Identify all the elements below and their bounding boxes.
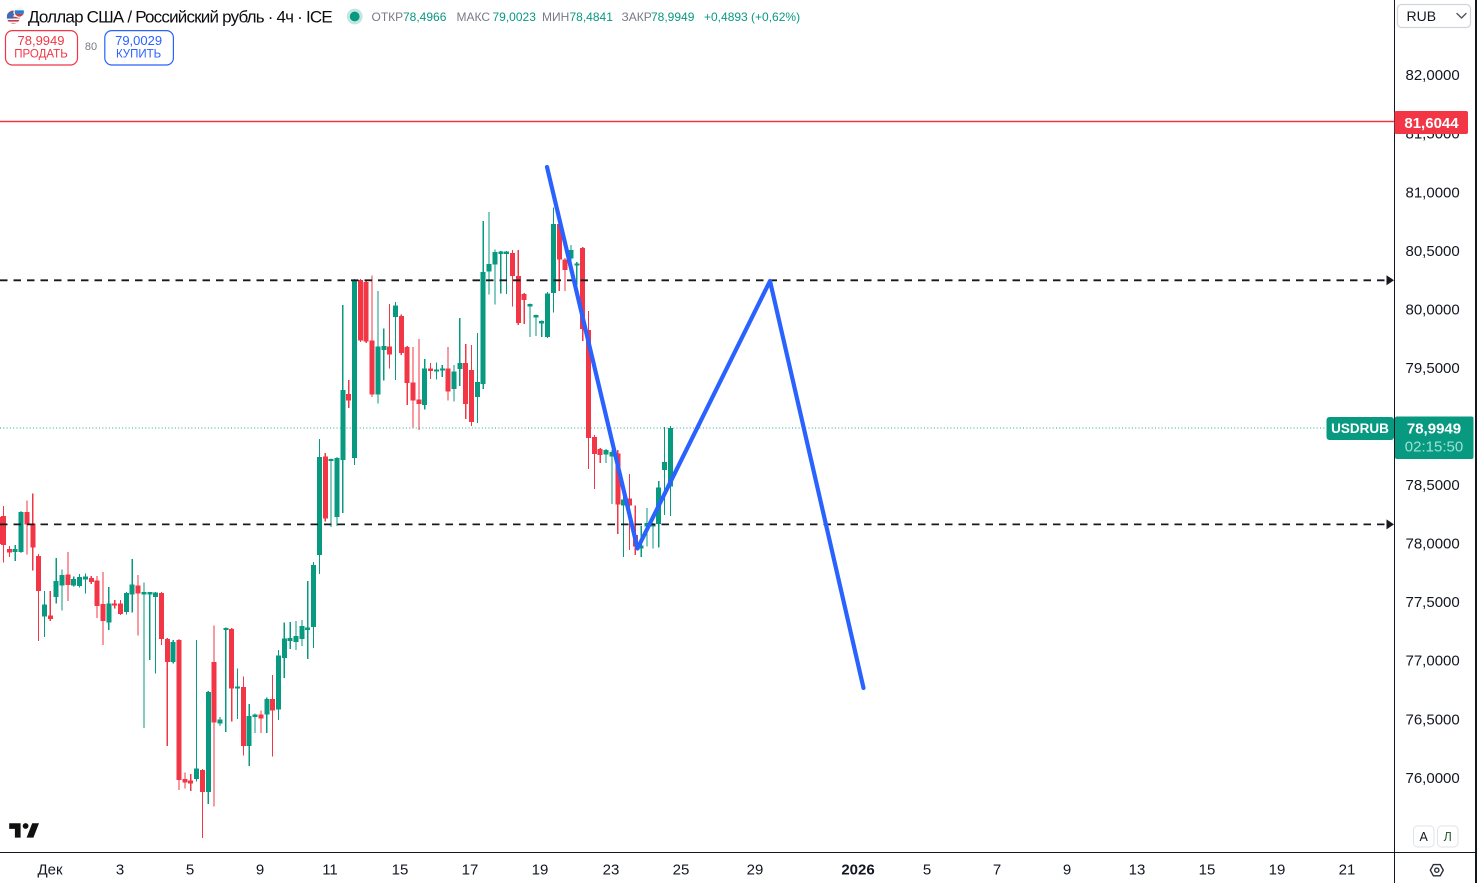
svg-text:2026: 2026	[841, 862, 874, 879]
svg-text:78,9949: 78,9949	[18, 33, 65, 48]
svg-text:+0,4893 (+0,62%): +0,4893 (+0,62%)	[704, 10, 800, 24]
svg-text:11: 11	[322, 862, 338, 879]
svg-text:78,5000: 78,5000	[1406, 477, 1460, 494]
svg-text:МАКС: МАКС	[457, 10, 491, 24]
svg-text:78,4966: 78,4966	[403, 10, 447, 24]
svg-text:13: 13	[1129, 862, 1146, 879]
svg-text:23: 23	[603, 862, 620, 879]
svg-text:80: 80	[85, 41, 97, 53]
svg-text:21: 21	[1339, 862, 1356, 879]
svg-text:ОТКР: ОТКР	[372, 10, 404, 24]
svg-text:78,4841: 78,4841	[570, 10, 614, 24]
svg-text:25: 25	[673, 862, 690, 879]
svg-text:79,0023: 79,0023	[493, 10, 537, 24]
svg-text:78,0000: 78,0000	[1406, 536, 1460, 553]
svg-text:82,0000: 82,0000	[1406, 67, 1460, 84]
svg-text:Дек: Дек	[37, 862, 63, 879]
svg-text:78,9949: 78,9949	[651, 10, 695, 24]
svg-text:7: 7	[993, 862, 1001, 879]
svg-text:А: А	[1420, 830, 1429, 844]
svg-text:3: 3	[116, 862, 124, 879]
svg-text:Доллар США / Российский рубль: Доллар США / Российский рубль · 4ч · ICE	[28, 8, 332, 27]
svg-text:78,9949: 78,9949	[1407, 421, 1461, 438]
svg-text:79,0029: 79,0029	[115, 33, 162, 48]
svg-text:17: 17	[462, 862, 479, 879]
svg-text:19: 19	[1269, 862, 1286, 879]
svg-text:29: 29	[747, 862, 764, 879]
svg-text:ЗАКР: ЗАКР	[622, 10, 652, 24]
svg-text:77,5000: 77,5000	[1406, 594, 1460, 611]
svg-text:02:15:50: 02:15:50	[1405, 439, 1463, 456]
svg-text:9: 9	[1063, 862, 1071, 879]
svg-text:77,0000: 77,0000	[1406, 653, 1460, 670]
svg-text:5: 5	[186, 862, 194, 879]
svg-text:80,0000: 80,0000	[1406, 301, 1460, 318]
svg-text:80,5000: 80,5000	[1406, 243, 1460, 260]
svg-text:Л: Л	[1444, 830, 1452, 844]
svg-text:КУПИТЬ: КУПИТЬ	[116, 49, 161, 61]
svg-text:15: 15	[392, 862, 409, 879]
svg-text:76,0000: 76,0000	[1406, 770, 1460, 787]
svg-text:RUB: RUB	[1407, 8, 1437, 24]
svg-text:USDRUB: USDRUB	[1331, 421, 1389, 436]
svg-text:81,6044: 81,6044	[1404, 115, 1459, 132]
svg-text:5: 5	[923, 862, 931, 879]
svg-text:81,0000: 81,0000	[1406, 184, 1460, 201]
svg-text:76,5000: 76,5000	[1406, 711, 1460, 728]
svg-text:ПРОДАТЬ: ПРОДАТЬ	[14, 49, 68, 61]
svg-text:79,5000: 79,5000	[1406, 360, 1460, 377]
svg-text:15: 15	[1199, 862, 1216, 879]
svg-text:19: 19	[532, 862, 549, 879]
svg-text:МИН: МИН	[542, 10, 569, 24]
svg-text:9: 9	[256, 862, 264, 879]
